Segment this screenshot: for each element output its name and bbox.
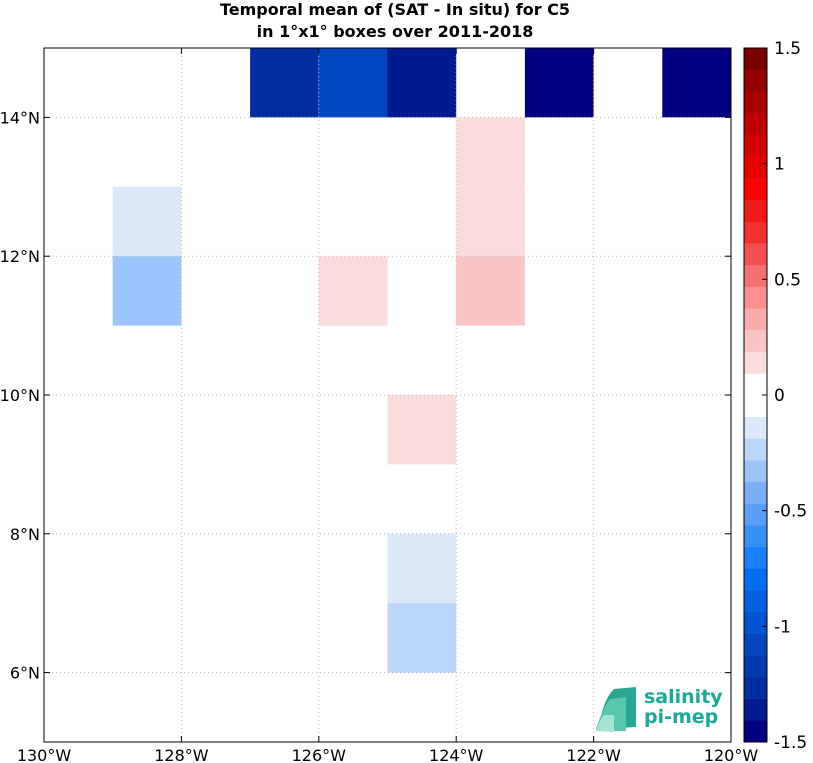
colorbar-tick-label-2: 0.5 [774, 270, 801, 290]
colorbar-segment-3 [744, 655, 767, 678]
colorbar-segment-26 [744, 156, 767, 179]
colorbar-segment-20 [744, 286, 767, 309]
x-tick-label-4: 122°W [566, 746, 621, 763]
colorbar-segment-27 [744, 134, 767, 157]
colorbar-segment-23 [744, 221, 767, 244]
colorbar-segment-11 [744, 481, 767, 504]
colorbar-tick-label-5: -1 [774, 617, 791, 637]
colorbar-segment-7 [744, 568, 767, 591]
x-tick-label-1: 128°W [154, 746, 209, 763]
chart-subtitle: in 1°x1° boxes over 2011-2018 [256, 22, 534, 41]
colorbar-segment-31 [744, 48, 767, 70]
logo-text-salinity: salinity [644, 686, 723, 708]
axis-ticks: 130°W 128°W 126°W 124°W 122°W 120°W 6°N 8°N 10°N… [0, 48, 758, 763]
colorbar-segment-6 [744, 590, 767, 613]
wave-logo-icon [596, 687, 636, 732]
y-tick-label-0: 6°N [10, 664, 40, 683]
y-tick-label-3: 12°N [0, 247, 40, 266]
heatmap-cell-7 [112, 186, 182, 257]
x-tick-label-2: 126°W [292, 746, 347, 763]
colorbar-segment-18 [744, 329, 767, 352]
x-tick-label-3: 124°W [429, 746, 484, 763]
colorbar-tick-label-6: -1.5 [774, 733, 807, 753]
colorbar-segment-2 [744, 676, 767, 699]
colorbar-segment-13 [744, 438, 767, 461]
heatmap-cell-11 [387, 395, 457, 465]
colorbar-tick-label-3: 0 [774, 386, 785, 406]
x-tick-label-0: 130°W [17, 746, 72, 763]
colorbar-segment-5 [744, 611, 767, 634]
heatmap-cell-12 [387, 533, 457, 604]
colorbar-segment-15 [744, 395, 767, 417]
heatmap-cell-13 [387, 603, 457, 673]
heatmap-cell-3 [524, 48, 594, 118]
colorbar-tick-label-1: 1 [774, 155, 785, 175]
colorbar-segment-8 [744, 546, 767, 569]
colorbar-segment-21 [744, 264, 767, 287]
heatmap-cell-2 [387, 48, 457, 118]
colorbar-segment-19 [744, 308, 767, 331]
y-tick-label-2: 10°N [0, 386, 40, 405]
colorbar-segment-25 [744, 178, 767, 201]
colorbar-segment-24 [744, 199, 767, 222]
colorbar-segment-14 [744, 416, 767, 439]
colorbar-segment-0 [744, 720, 767, 743]
heatmap-cell-9 [318, 256, 388, 326]
colorbar-segment-4 [744, 633, 767, 656]
colorbar-segment-30 [744, 69, 767, 92]
x-tick-label-5: 120°W [704, 746, 759, 763]
colorbar-segment-12 [744, 460, 767, 483]
y-tick-label-4: 14°N [0, 108, 40, 127]
grid-lines [44, 48, 731, 742]
chart-title: Temporal mean of (SAT - In situ) for C5 [219, 0, 571, 19]
heatmap-cell-1 [318, 48, 388, 118]
colorbar-tick-label-4: -0.5 [774, 502, 807, 522]
colorbar-segment-16 [744, 373, 767, 396]
salinity-pi-mep-logo: salinity pi-mep [596, 683, 726, 733]
logo-text-pi-mep: pi-mep [644, 706, 719, 728]
heatmap-cells [112, 48, 731, 673]
colorbar-segment-29 [744, 91, 767, 114]
colorbar: 1.5 1 0.5 0 -0.5 -1 -1.5 [743, 39, 807, 753]
heatmap-cell-6 [456, 186, 525, 257]
y-tick-label-1: 8°N [10, 525, 40, 544]
colorbar-segment-9 [744, 525, 767, 548]
colorbar-segment-10 [744, 503, 767, 526]
heatmap-cell-10 [456, 256, 525, 326]
heatmap-cell-8 [112, 256, 182, 326]
colorbar-segment-22 [744, 243, 767, 266]
colorbar-tick-label-0: 1.5 [774, 39, 801, 59]
colorbar-segment-17 [744, 351, 767, 374]
heatmap-cell-0 [250, 48, 319, 118]
heatmap-cell-5 [456, 117, 525, 187]
colorbar-segment-28 [744, 113, 767, 136]
colorbar-segment-1 [744, 698, 767, 721]
heatmap-cell-4 [662, 48, 731, 118]
